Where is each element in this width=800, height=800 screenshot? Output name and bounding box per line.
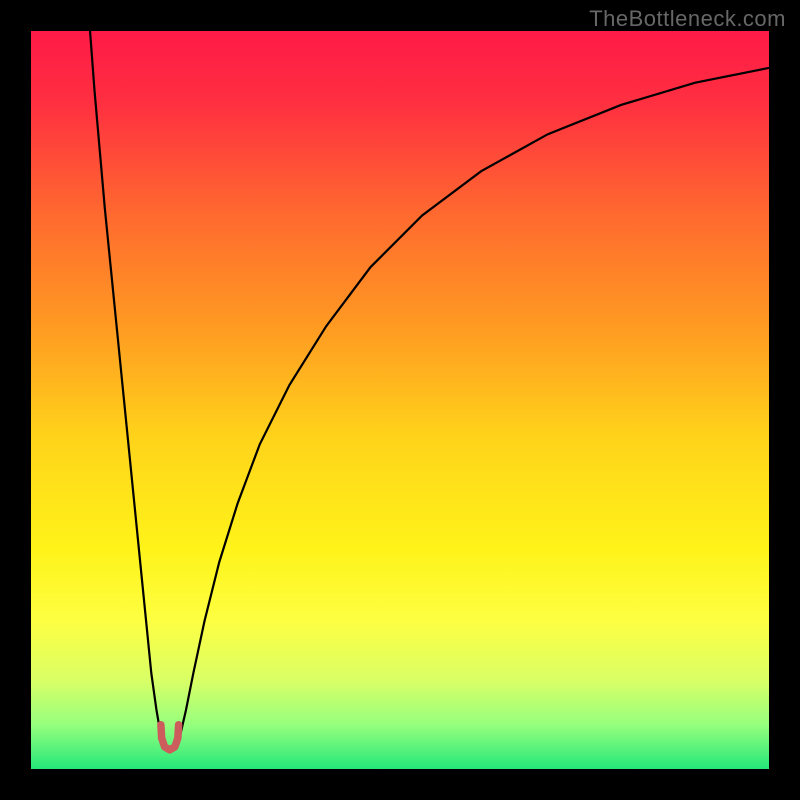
plot-area — [31, 31, 769, 769]
gradient-fill — [31, 31, 769, 769]
plot-svg — [31, 31, 769, 769]
watermark-text: TheBottleneck.com — [589, 6, 786, 32]
canvas-frame: TheBottleneck.com — [0, 0, 800, 800]
